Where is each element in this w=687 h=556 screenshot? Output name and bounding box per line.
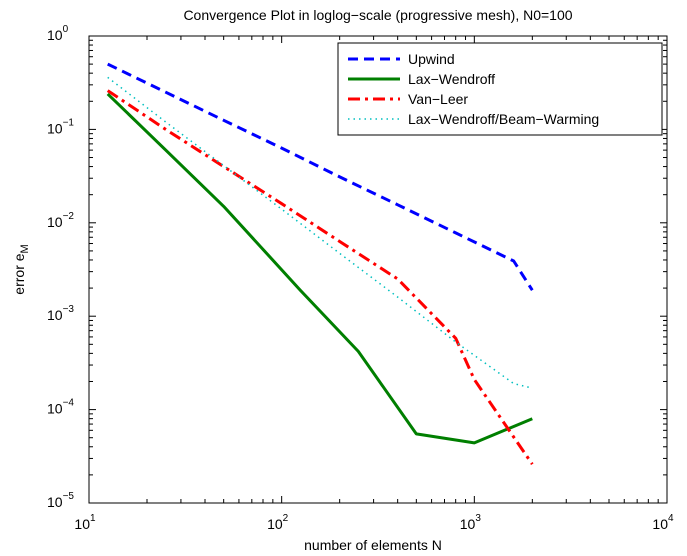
y-axis-title-main: error e: [11, 253, 27, 294]
x-tick-label-base: 10: [267, 516, 283, 532]
chart-title: Convergence Plot in loglog−scale (progre…: [183, 7, 572, 23]
series-line-1: [107, 62, 534, 292]
y-tick-label-exponent: −3: [63, 304, 75, 315]
x-tick-label: 104: [652, 513, 674, 532]
legend: Upwind Lax−Wendroff Van−Leer Lax−Wendroff/B…: [337, 42, 663, 136]
y-tick-label: 100: [47, 24, 69, 43]
y-tick-label-exponent: 0: [63, 24, 69, 35]
x-tick-label-base: 10: [74, 516, 90, 532]
series-layer: [106, 62, 534, 466]
series-line-4: [107, 76, 533, 389]
y-tick-label-base: 10: [47, 214, 63, 230]
legend-label-3: Van−Leer: [408, 91, 468, 107]
x-tick-label-exponent: 1: [90, 513, 96, 524]
series-line-3: [106, 89, 534, 466]
y-tick-label-exponent: −4: [63, 398, 75, 409]
y-tick-label-base: 10: [47, 307, 63, 323]
y-tick-label: 10−4: [47, 398, 74, 417]
series-line-2: [106, 92, 533, 445]
x-axis-title: number of elements N: [304, 537, 442, 553]
x-tick-label-base: 10: [460, 516, 476, 532]
legend-label-2: Lax−Wendroff: [408, 71, 495, 87]
legend-label-4: Lax−Wendroff/Beam−Warming: [408, 111, 599, 127]
y-tick-label-exponent: −5: [63, 491, 75, 502]
x-tick-label-exponent: 4: [668, 513, 674, 524]
x-tick-label: 101: [74, 513, 96, 532]
x-tick-label-exponent: 3: [475, 513, 481, 524]
x-tick-label-base: 10: [652, 516, 668, 532]
y-tick-label-base: 10: [47, 494, 63, 510]
y-tick-label: 10−1: [47, 117, 74, 136]
y-tick-label-base: 10: [47, 401, 63, 417]
x-tick-label: 103: [460, 513, 482, 532]
y-tick-label: 10−5: [47, 491, 74, 510]
y-axis-title: error eM: [11, 244, 31, 294]
y-tick-label-exponent: −1: [63, 117, 75, 128]
legend-label-1: Upwind: [408, 51, 455, 67]
y-tick-label: 10−3: [47, 304, 74, 323]
y-tick-label-base: 10: [47, 120, 63, 136]
x-tick-label: 102: [267, 513, 289, 532]
x-tick-label-exponent: 2: [283, 513, 289, 524]
y-tick-label: 10−2: [47, 211, 74, 230]
y-tick-label-exponent: −2: [63, 211, 75, 222]
y-tick-label-base: 10: [47, 27, 63, 43]
y-axis-title-subscript: M: [19, 244, 31, 253]
